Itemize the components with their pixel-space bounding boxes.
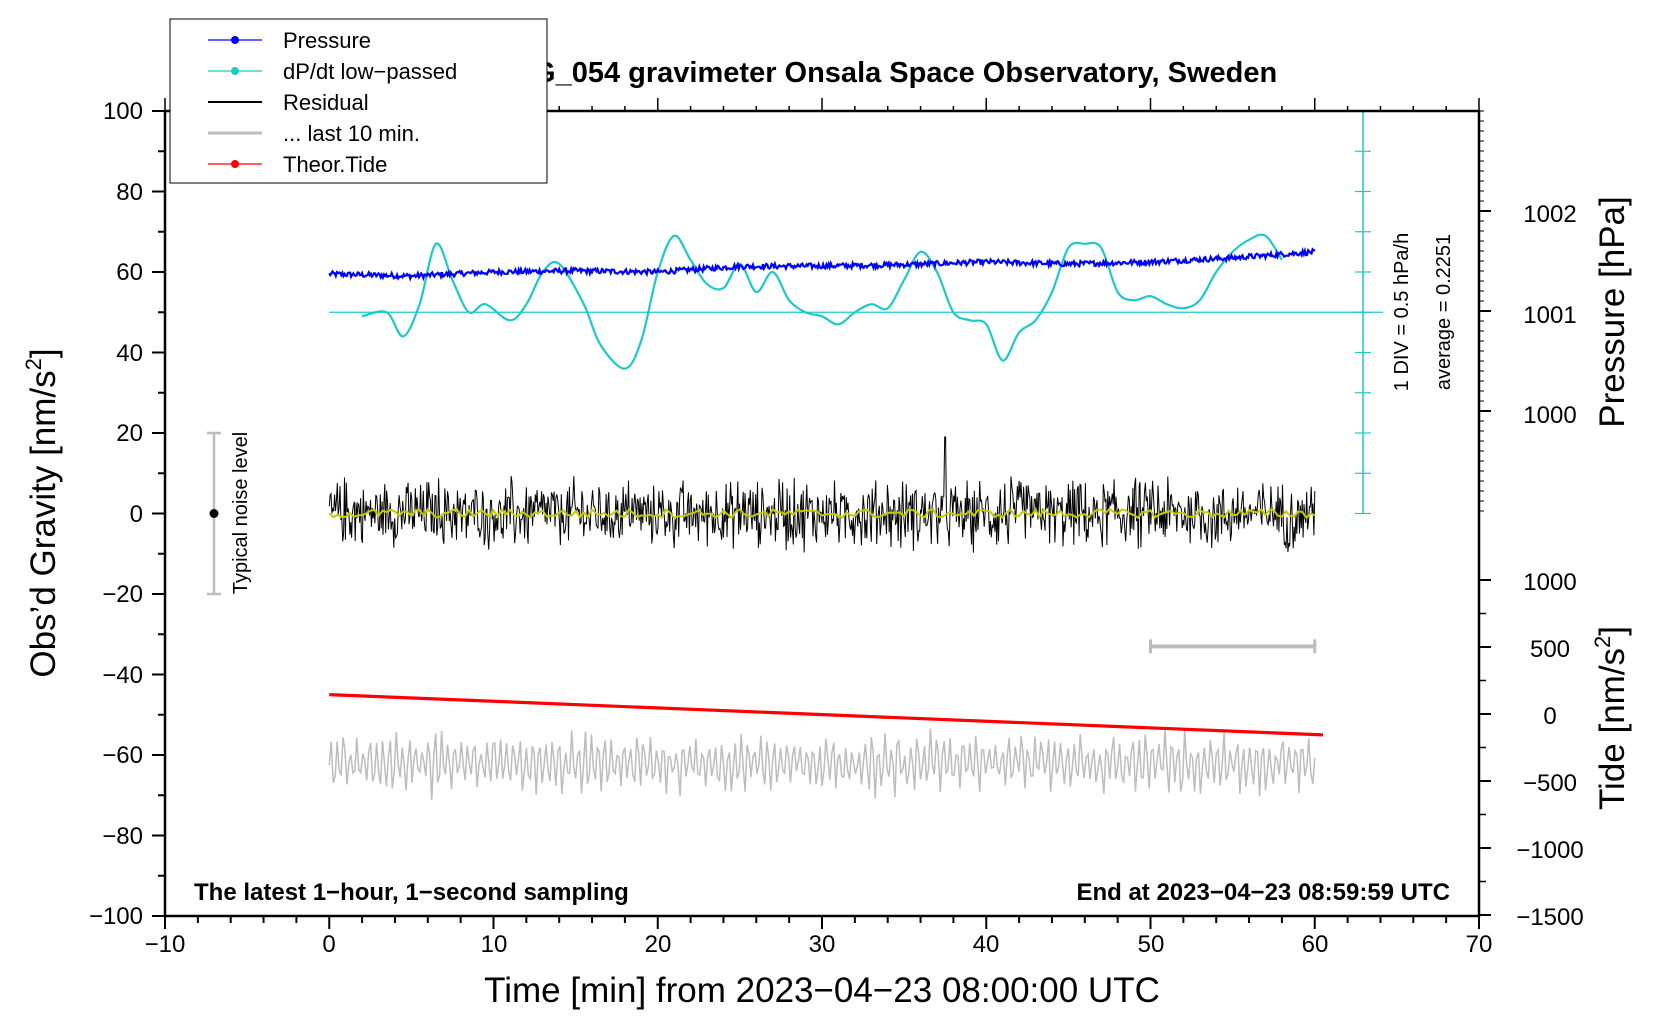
legend-marker-dpdt	[231, 67, 239, 75]
y-axis-label-sup: 2	[21, 358, 46, 370]
tide-axis-label-close: ]	[1593, 626, 1632, 636]
x-axis-label: Time [min] from 2023−04−23 08:00:00 UTC	[484, 971, 1160, 1010]
tide-tick-label: 500	[1530, 636, 1570, 663]
legend-item-pressure: Pressure	[208, 28, 371, 53]
y-tick-label: 80	[116, 179, 143, 206]
tide-tick-label: 0	[1543, 703, 1556, 730]
x-tick-label: 70	[1466, 931, 1493, 958]
tide-tick-label: 1000	[1523, 569, 1576, 596]
pressure-tick-label: 1001	[1523, 302, 1576, 329]
residual-smoothed-line	[328, 507, 1316, 520]
tide-tick-labels: 1000 500 0 −500 −1000 −1500	[1516, 569, 1583, 931]
legend-marker-pressure	[231, 36, 239, 44]
tide-series-line	[329, 693, 1324, 737]
x-tick-label: −10	[145, 931, 186, 958]
annotation-right: End at 2023−04−23 08:59:59 UTC	[1076, 879, 1450, 906]
x-tick-label: 50	[1138, 931, 1165, 958]
pressure-tick-labels: 1002 1001 1000	[1523, 201, 1576, 429]
axis-ticks	[152, 98, 1491, 929]
x-tick-label: 20	[645, 931, 672, 958]
x-tick-label: 0	[322, 931, 335, 958]
y-tick-label: 20	[116, 420, 143, 447]
y-tick-label: −60	[102, 742, 143, 769]
legend-label-pressure: Pressure	[283, 28, 371, 53]
y-tick-label: −80	[102, 823, 143, 850]
last10-series-line	[328, 728, 1316, 801]
x-tick-label: 60	[1302, 931, 1329, 958]
y-axis-label-close: ]	[24, 348, 63, 358]
pressure-tick-label: 1000	[1523, 402, 1576, 429]
x-tick-label: 30	[809, 931, 836, 958]
noise-label: Typical noise level	[230, 432, 252, 594]
y-tick-label: 100	[103, 98, 143, 125]
legend-item-dpdt: dP/dt low−passed	[208, 59, 457, 84]
div-label: 1 DIV = 0.5 hPa/h	[1391, 233, 1413, 391]
y-axis-label: Obs’d Gravity [nm/s2]	[21, 348, 63, 677]
y-tick-label: −100	[89, 903, 143, 930]
y-tick-label: 40	[116, 340, 143, 367]
legend: Pressure dP/dt low−passed Residual ... l…	[169, 18, 548, 184]
dpdt-series-line	[361, 233, 1283, 370]
tide-axis-label-main: Tide [nm/s	[1593, 648, 1632, 810]
tide-tick-label: −1000	[1516, 837, 1583, 864]
y-tick-label: 60	[116, 259, 143, 286]
x-tick-labels: −10 0 10 20 30 40 50 60 70	[145, 931, 1493, 958]
x-tick-label: 10	[481, 931, 508, 958]
legend-label-dpdt: dP/dt low−passed	[283, 59, 457, 84]
legend-label-tide: Theor.Tide	[283, 152, 387, 177]
tide-axis-label: Tide [nm/s2]	[1590, 626, 1632, 810]
chart-title: SCG_054 gravimeter Onsala Space Observat…	[493, 57, 1277, 89]
legend-label-last10: ... last 10 min.	[283, 121, 420, 146]
tide-axis-label-sup: 2	[1590, 636, 1615, 648]
y-axis-label-main: Obs’d Gravity [nm/s	[24, 370, 63, 677]
plot-series	[207, 110, 1383, 801]
y-tick-label: −40	[102, 662, 143, 689]
legend-item-tide: Theor.Tide	[208, 152, 387, 177]
pressure-tick-label: 1002	[1523, 201, 1576, 228]
y-tick-label: 0	[130, 501, 143, 528]
y-tick-labels: 100 80 60 40 20 0 −20 −40 −60 −80 −100	[89, 98, 143, 930]
y-tick-label: −20	[102, 581, 143, 608]
annotation-left: The latest 1−hour, 1−second sampling	[194, 879, 629, 906]
residual-series-line	[328, 436, 1316, 553]
average-label: average = 0.2251	[1433, 234, 1455, 390]
tide-tick-label: −500	[1523, 770, 1577, 797]
pressure-axis-label: Pressure [hPa]	[1593, 196, 1632, 428]
legend-item-last10: ... last 10 min.	[208, 121, 420, 146]
legend-item-residual: Residual	[208, 90, 369, 115]
pressure-series-line	[328, 246, 1316, 282]
x-tick-label: 40	[973, 931, 1000, 958]
legend-marker-tide	[231, 160, 239, 168]
noise-point	[209, 509, 219, 518]
legend-label-residual: Residual	[283, 90, 369, 115]
tide-tick-label: −1500	[1516, 904, 1583, 931]
